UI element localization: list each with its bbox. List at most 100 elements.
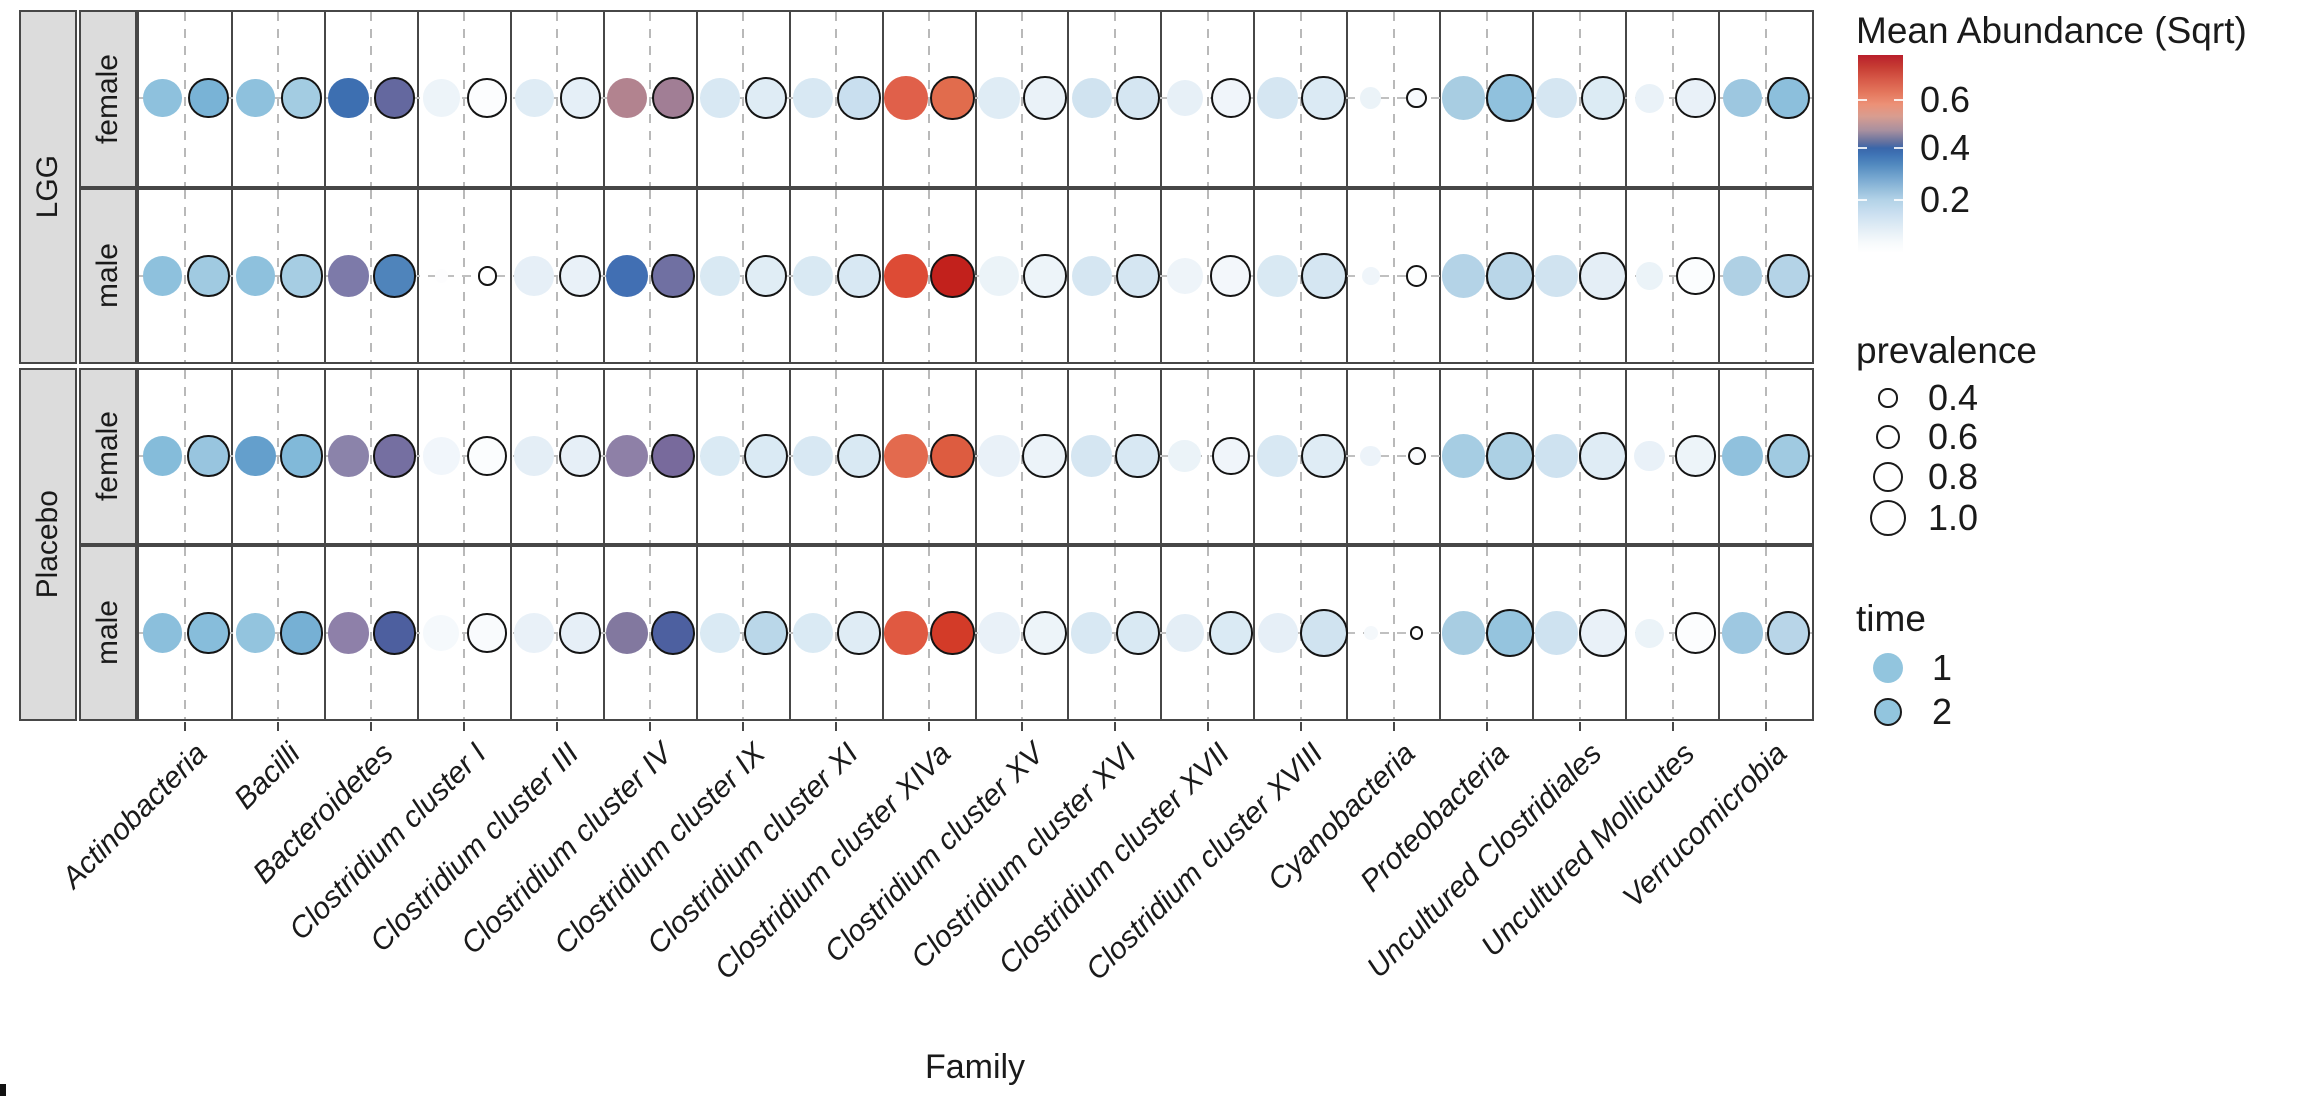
x-axis-tick [928,722,931,731]
panel-border-line [602,10,605,188]
gridline-horizontal [139,632,1812,634]
data-point-time1 [606,254,649,298]
data-point-time2 [1580,75,1625,121]
data-point-time2 [1210,255,1252,297]
data-point-time2 [929,253,975,299]
data-point-time2 [1485,432,1534,480]
x-axis-tick [1206,722,1209,731]
data-point-time1 [1721,612,1764,654]
gridline-vertical [556,12,559,186]
panel-border-line [509,10,512,188]
panel-border-line [974,10,977,188]
colorbar-tick-label: 0.2 [1920,178,1971,220]
data-point-time1 [1168,439,1202,473]
data-point-time1 [1360,87,1382,109]
data-point-time1 [328,77,369,119]
facet-strip-sex-label: female [91,53,124,145]
data-point-time1 [1723,78,1762,118]
data-point-time1 [235,256,276,296]
gridline-vertical [1392,12,1395,186]
colorbar-tick-mark [1858,98,1867,101]
data-point-time2 [651,254,695,298]
x-axis-tick [184,722,187,731]
data-point-time2 [837,76,881,120]
data-point-time2 [373,77,415,119]
facet-strip-sex-label: male [91,243,124,309]
data-point-time1 [884,611,928,655]
gridline-vertical [463,12,466,186]
data-point-time1 [606,77,648,119]
data-point-time1 [1722,256,1763,296]
data-point-time1 [1536,77,1577,119]
data-point-time2 [372,434,417,478]
data-point-time1 [699,612,741,654]
time-legend-title: time [1856,598,1926,639]
x-axis-tick [277,722,280,731]
data-point-time1 [327,255,369,297]
data-point-time2 [1210,77,1252,119]
data-point-time1 [423,615,460,651]
colorbar-tick-label: 0.6 [1920,78,1971,120]
panel-border-line [1625,10,1628,188]
data-point-time2 [372,611,417,655]
data-point-time2 [1299,609,1348,657]
facet-strip-sex: female [79,10,137,188]
panel-border-line [788,10,791,188]
prevalence-key-circle [1875,424,1901,450]
gridline-vertical [1299,12,1302,186]
x-axis-label-text: Verrucomicrobia [1616,737,1794,914]
gridline-vertical [1578,12,1581,186]
data-point-time2 [929,610,975,656]
data-point-time1 [422,437,460,475]
gridline-vertical [370,12,373,186]
data-point-time2 [652,76,695,120]
data-point-time2 [279,611,324,655]
data-point-time1 [978,612,1020,654]
data-point-time2 [1485,609,1534,657]
colorbar-tick-mark [1858,147,1867,150]
panel-border-line [1439,10,1442,188]
x-axis-tick [742,722,745,731]
x-axis-tick [649,722,652,731]
data-point-time1 [1166,258,1203,294]
data-point-time1 [700,256,740,296]
x-axis-label-text: Actinobacteria [56,737,214,895]
data-point-time1 [327,612,369,654]
x-axis-title: Family [924,1048,1026,1086]
data-point-time2 [559,434,602,478]
panel-border-line [695,10,698,188]
data-point-time1 [1071,77,1113,119]
data-point-time1 [1441,254,1486,298]
data-point-time2 [1767,76,1810,120]
data-point-time2 [744,254,788,298]
data-point-time2 [837,254,881,298]
data-point-time2 [467,435,508,477]
data-point-time1 [1166,614,1204,652]
data-point-time1 [1441,611,1486,655]
panel-border-line [416,10,419,188]
data-point-time1 [978,255,1020,297]
prevalence-key-label: 0.4 [1928,377,1979,418]
x-axis-tick [1113,722,1116,731]
x-axis-tick [556,722,559,731]
panel-border-line [1160,10,1163,188]
facet-strip-sex: female [79,368,137,545]
data-point-time1 [606,611,649,655]
panel-border-line [230,10,233,188]
data-point-time1 [1361,266,1380,286]
time-key-circle [1874,698,1902,726]
x-axis-tick [370,722,373,731]
colorbar-tick-mark [1894,198,1903,201]
x-axis-tick [1020,722,1023,731]
data-point-time2 [744,611,788,655]
panel-border-line [1346,10,1349,188]
facet-strip-sex-label: female [91,411,124,502]
screen-corner-artifact [0,1084,6,1096]
data-point-time1 [235,435,276,477]
data-point-time2 [744,76,788,120]
data-point-time1 [514,256,555,296]
data-point-time2 [1485,252,1534,300]
data-point-time1 [1441,76,1486,120]
data-point-time2 [1766,434,1811,478]
data-point-time1 [606,434,649,478]
